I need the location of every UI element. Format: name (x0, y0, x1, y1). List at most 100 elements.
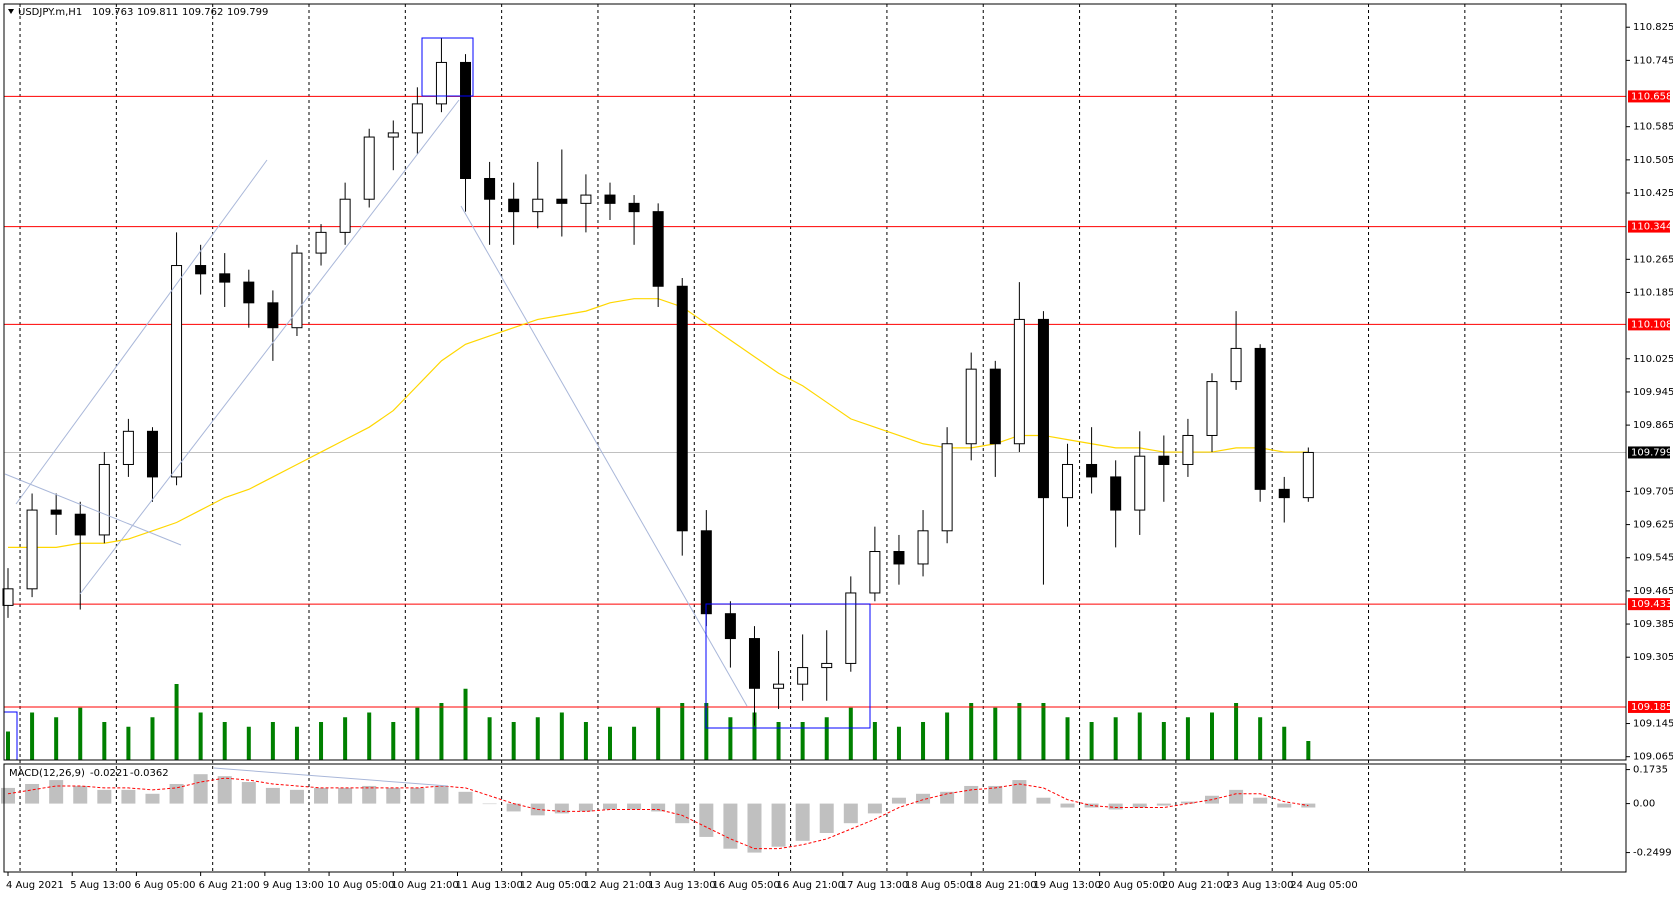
macd-bar (482, 803, 497, 805)
candle-body (965, 368, 977, 445)
macd-bar (193, 774, 208, 804)
candle-body (460, 61, 472, 179)
volume-bar (1113, 717, 1118, 760)
highlight-box (705, 603, 871, 729)
volume-bar (1210, 712, 1214, 760)
volume-bar (415, 707, 420, 760)
macd-bar (386, 787, 401, 804)
volume-bar (30, 712, 35, 760)
level-label: 109.433 (1631, 599, 1672, 610)
candle-body (339, 198, 351, 233)
candle-body (869, 551, 881, 594)
macd-bar (314, 787, 329, 804)
volume-bar (559, 712, 564, 760)
price-plot (1, 37, 1626, 853)
candle-body (1182, 434, 1194, 465)
macd-bar (362, 785, 377, 804)
y-tick-label: 110.585 (1633, 122, 1673, 133)
volume-bar (632, 726, 637, 760)
candle-body (989, 368, 1001, 445)
volume-bar (969, 703, 974, 760)
macd-bar (1108, 803, 1123, 810)
macd-bar (1012, 780, 1027, 804)
macd-y-tick-label: 0.00 (1633, 799, 1655, 810)
trend-line (460, 205, 748, 707)
macd-y-tick-label: -0.2499 (1633, 848, 1672, 859)
macd-bar (338, 787, 353, 804)
candle-body (700, 530, 712, 615)
macd-bar (1132, 803, 1147, 808)
candle-body (941, 443, 953, 532)
macd-bar (73, 785, 88, 804)
macd-signal-value: -0.0362 (130, 768, 169, 779)
quote-low: 109.762 (182, 7, 223, 18)
volume-bar (656, 707, 661, 760)
volume-bar (1089, 722, 1094, 760)
volume-bar (1017, 703, 1022, 760)
volume-bar (367, 712, 372, 760)
candle-body (1158, 455, 1170, 465)
menu-arrow[interactable] (8, 9, 14, 14)
macd-bar (1036, 797, 1051, 804)
candle-body (74, 513, 86, 536)
macd-bar (627, 803, 642, 810)
macd-bar (1229, 789, 1244, 804)
volume-bar (319, 722, 324, 760)
x-tick-label: 20 Aug 05:00 (1098, 880, 1165, 891)
macd-bar (795, 803, 810, 841)
y-tick-label: 109.465 (1633, 586, 1673, 597)
candle-body (773, 683, 785, 689)
symbol: USDJPY.m,H1 (18, 7, 82, 18)
candle-body (917, 530, 929, 565)
y-tick-label: 110.505 (1633, 155, 1673, 166)
macd-bar (434, 785, 449, 804)
volume-bar (921, 722, 926, 760)
x-tick-label: 11 Aug 13:00 (455, 880, 522, 891)
macd-bar (843, 803, 858, 824)
volume-bar (1258, 717, 1263, 760)
y-tick-label: 109.625 (1633, 520, 1673, 531)
macd-value: -0.0221 (90, 768, 129, 779)
volume-bar (680, 703, 685, 760)
x-tick-label: 5 Aug 13:00 (70, 880, 131, 891)
macd-bar (145, 793, 160, 804)
candle-body (363, 136, 375, 200)
volume-bar (1065, 717, 1070, 760)
candle-body (628, 202, 640, 213)
macd-y-tick-label: 0.1735 (1633, 765, 1668, 776)
macd-bar (578, 803, 593, 812)
trend-line (4, 473, 182, 546)
candle-body (411, 103, 423, 134)
x-tick-label: 19 Aug 13:00 (1033, 880, 1100, 891)
candle-body (122, 430, 134, 465)
volume-bar (1161, 722, 1166, 760)
macd-bar (964, 785, 979, 804)
y-tick-label: 109.945 (1633, 387, 1673, 398)
candle-body (195, 265, 207, 275)
x-tick-label: 13 Aug 13:00 (648, 880, 715, 891)
x-tick-label: 6 Aug 21:00 (199, 880, 260, 891)
last-price-bg (1628, 446, 1670, 459)
candle-body (556, 198, 568, 204)
candle-body (1062, 463, 1074, 499)
volume-bar (776, 722, 781, 760)
macd-bar (97, 789, 112, 804)
y-tick-label: 109.145 (1633, 719, 1673, 730)
volume-bar (800, 722, 805, 760)
candle-body (1230, 347, 1242, 383)
volume-bar (150, 717, 155, 760)
volume-bar (198, 712, 203, 760)
axes: 4 Aug 2021 5 Aug 13:00 6 Aug 05:00 6 Aug 21… (3, 3, 1673, 891)
volume-bar (126, 726, 131, 760)
candle-body (291, 252, 303, 329)
candle-body (893, 551, 905, 565)
x-tick-label: 10 Aug 05:00 (327, 880, 394, 891)
volume-bar (1185, 717, 1190, 760)
volume-bar (1041, 703, 1046, 760)
volume-bar (439, 703, 444, 760)
macd-panel-border (3, 763, 1627, 873)
volume-bar (896, 726, 901, 760)
level-label-bg (1628, 318, 1670, 331)
volume-bar (535, 717, 540, 760)
